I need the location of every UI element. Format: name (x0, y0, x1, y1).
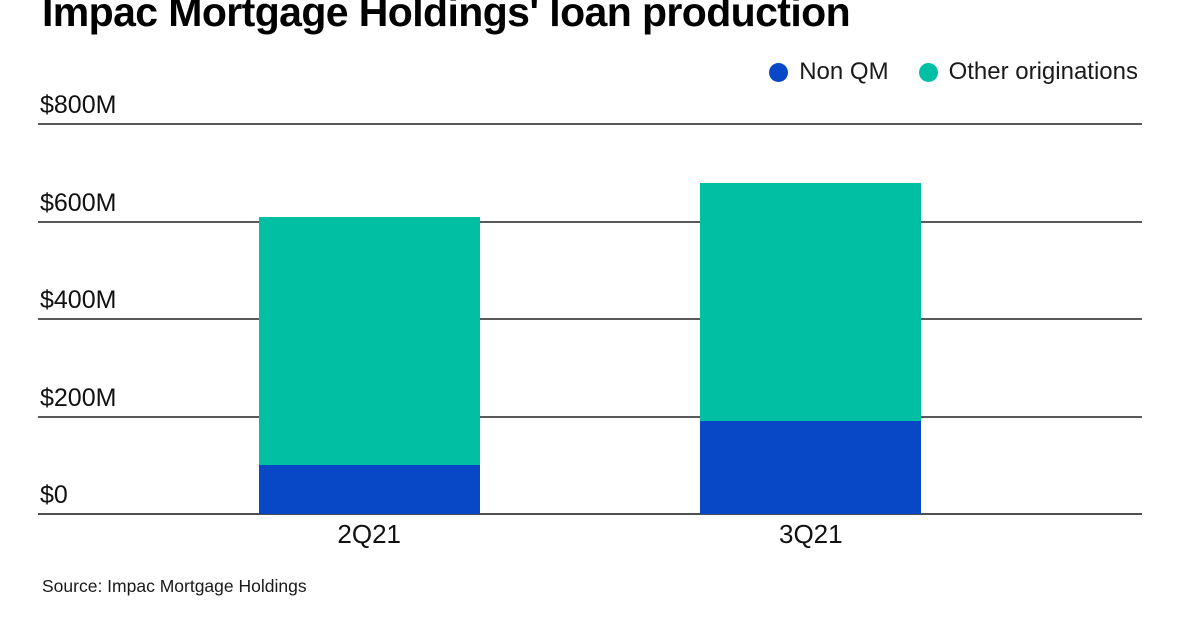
gridline-800m (38, 123, 1142, 125)
non-qm-dot-icon (769, 62, 789, 82)
plot-area: $800M $600M $400M $200M $0 2Q21 3Q21 (38, 93, 1142, 547)
gridline-600m (38, 220, 1142, 223)
source-attribution: Source: Impac Mortgage Holdings (42, 576, 307, 596)
chart-title: Impac Mortgage Holdings' loan production (42, 0, 851, 35)
legend-item-non-qm: Non QM (769, 58, 889, 86)
x-axis-tick-2q21: 2Q21 (337, 519, 401, 549)
bar-segment-non-qm-2q21 (258, 465, 480, 514)
legend-item-other-originations: Other originations (918, 58, 1138, 86)
bar-segment-non-qm-3q21 (700, 421, 922, 514)
legend-label-non-qm: Non QM (799, 58, 889, 85)
gridline-400m (38, 318, 1142, 320)
legend: Non QM Other originations (769, 58, 1138, 86)
y-axis-tick-400m: $400M (40, 286, 117, 314)
bar-segment-other-originations-3q21 (700, 182, 922, 422)
y-axis-tick-600m: $600M (40, 188, 117, 217)
y-axis-tick-200m: $200M (40, 383, 117, 412)
y-axis-tick-800m: $800M (40, 91, 117, 119)
gridline-200m (38, 415, 1142, 418)
gridline-0 (38, 513, 1142, 515)
other-originations-dot-icon (918, 62, 938, 82)
x-axis-tick-3q21: 3Q21 (778, 519, 843, 549)
legend-label-other-originations: Other originations (948, 58, 1138, 85)
y-axis-tick-0: $0 (40, 481, 68, 509)
bar-segment-other-originations-2q21 (258, 216, 480, 466)
